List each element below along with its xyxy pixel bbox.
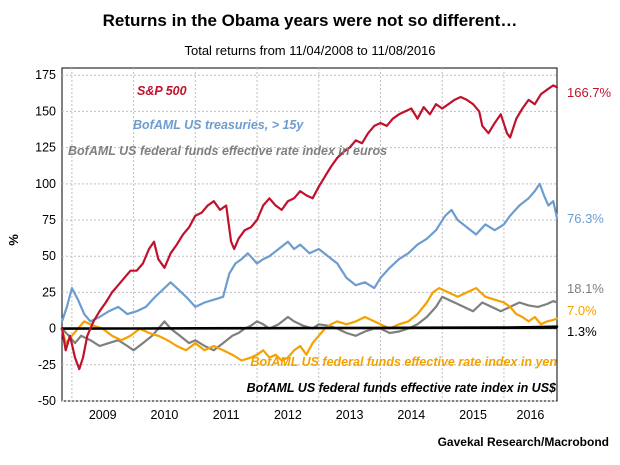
- chart-title: Returns in the Obama years were not so d…: [103, 11, 518, 30]
- x-tick-label: 2011: [213, 408, 240, 422]
- x-tick-label: 2009: [89, 408, 117, 422]
- y-tick-label: 75: [42, 213, 56, 227]
- fedfunds-usd-label: BofAML US federal funds effective rate i…: [247, 381, 557, 395]
- sp500-label: S&P 500: [137, 84, 187, 98]
- y-tick-labels: -50 -25 0 25 50 75 100 125 150 175: [35, 68, 56, 408]
- x-tick-label: 2012: [274, 408, 302, 422]
- y-tick-label: 50: [42, 249, 56, 263]
- y-tick-label: -50: [38, 394, 56, 408]
- fedfunds-yen-label: BofAML US federal funds effective rate i…: [250, 355, 557, 369]
- x-tick-label: 2014: [397, 408, 425, 422]
- y-tick-label: 125: [35, 141, 56, 155]
- y-axis-label: %: [6, 234, 21, 246]
- source-credit: Gavekal Research/Macrobond: [438, 435, 609, 449]
- y-tick-label: 0: [49, 322, 56, 336]
- y-tick-label: 175: [35, 68, 56, 82]
- x-tick-label: 2013: [336, 408, 364, 422]
- series-labels: S&P 500 166.7% BofAML US treasuries, > 15y…: [68, 84, 612, 395]
- series-lines: [60, 84, 559, 371]
- treasuries-label: BofAML US treasuries, > 15y: [133, 118, 304, 132]
- end-value-label: 7.0%: [567, 303, 597, 318]
- chart-subtitle: Total returns from 11/04/2008 to 11/08/2…: [184, 43, 435, 58]
- x-tick-labels: 2009 2010 2011 2012 2013 2014 2015 2016: [89, 408, 545, 422]
- plot-frame: [61, 67, 558, 402]
- sp500-line: [60, 84, 559, 371]
- treasuries-line: [60, 182, 559, 323]
- y-tick-label: 100: [35, 177, 56, 191]
- x-tick-label: 2010: [151, 408, 179, 422]
- fedfunds-yen-line: [60, 287, 559, 362]
- y-tick-label: -25: [38, 358, 56, 372]
- end-value-label: 1.3%: [567, 324, 597, 339]
- end-value-label: 18.1%: [567, 281, 604, 296]
- fedfunds-euro-label: BofAML US federal funds effective rate i…: [68, 144, 387, 158]
- y-tick-label: 150: [35, 104, 56, 118]
- end-value-label: 76.3%: [567, 211, 604, 226]
- y-tick-label: 25: [42, 285, 56, 299]
- end-value-label: 166.7%: [567, 85, 612, 100]
- x-tick-label: 2015: [459, 408, 487, 422]
- x-tick-label: 2016: [517, 408, 545, 422]
- fedfunds-usd-line: [60, 325, 559, 330]
- fedfunds-euro-line: [60, 295, 559, 352]
